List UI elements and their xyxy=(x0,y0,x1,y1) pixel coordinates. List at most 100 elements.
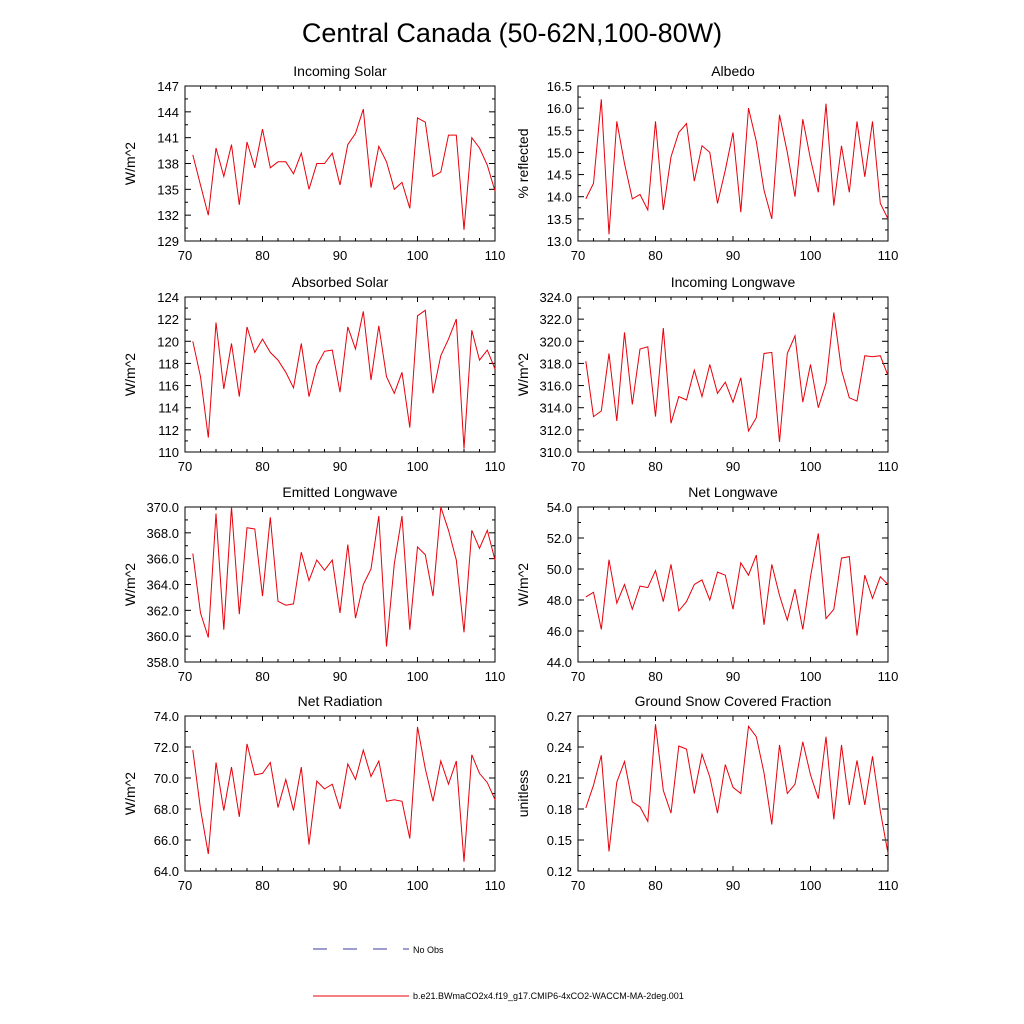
model-legend-label: b.e21.BWmaCO2x4.f19_g17.CMIP6-4xCO2-WACC… xyxy=(413,991,684,1001)
y-axis-label: W/m^2 xyxy=(122,563,138,606)
panels: Incoming Solar W/m^2 70 80 90 100 110 129 132 135… xyxy=(122,63,898,893)
y-tick-label: 70.0 xyxy=(154,771,179,786)
y-tick-label: 366.0 xyxy=(146,552,179,567)
y-tick-label: 122 xyxy=(157,312,179,327)
x-tick-label: 110 xyxy=(485,248,506,263)
x-tick-label: 110 xyxy=(878,878,899,893)
plot-frame xyxy=(184,296,496,453)
panel-net-longwave: Net Longwave W/m^2 70 80 90 100 110 44.0 46.0 48.… xyxy=(515,484,898,684)
y-tick-label: 141 xyxy=(157,131,179,146)
panel-absorbed-solar: Absorbed Solar W/m^2 70 80 90 100 110 110 112 114… xyxy=(122,274,505,474)
x-tick-label: 100 xyxy=(800,878,822,893)
series-line-net-longwave xyxy=(585,533,889,636)
y-tick-label: 15.5 xyxy=(547,123,572,138)
y-tick-label: 46.0 xyxy=(547,624,572,639)
y-tick-label: 318.0 xyxy=(539,356,572,371)
y-tick-label: 74.0 xyxy=(154,709,179,724)
x-tick-label: 90 xyxy=(333,248,347,263)
y-tick-label: 0.27 xyxy=(547,709,572,724)
panel-emitted-longwave: Emitted Longwave W/m^2 70 80 90 100 110 358.0 36… xyxy=(122,484,505,684)
y-tick-label: 13.5 xyxy=(547,212,572,227)
y-tick-label: 72.0 xyxy=(154,740,179,755)
y-axis-label: W/m^2 xyxy=(122,353,138,396)
y-tick-label: 362.0 xyxy=(146,603,179,618)
y-axis-label: W/m^2 xyxy=(122,142,138,185)
panel-title: Incoming Longwave xyxy=(671,274,796,290)
x-tick-label: 80 xyxy=(648,459,662,474)
plot-frame xyxy=(577,715,889,872)
x-tick-label: 90 xyxy=(726,459,740,474)
y-tick-label: 320.0 xyxy=(539,334,572,349)
series-line-incoming-solar xyxy=(192,109,496,230)
y-tick-label: 316.0 xyxy=(539,379,572,394)
y-tick-label: 66.0 xyxy=(154,833,179,848)
series-line-albedo xyxy=(585,99,889,235)
y-tick-label: 124 xyxy=(157,290,179,305)
y-tick-label: 322.0 xyxy=(539,312,572,327)
panel-title: Net Radiation xyxy=(298,693,383,709)
x-tick-label: 100 xyxy=(800,459,822,474)
panel-title: Emitted Longwave xyxy=(282,484,397,500)
x-tick-label: 110 xyxy=(878,248,899,263)
panel-net-radiation: Net Radiation W/m^2 70 80 90 100 110 64.0 66.0 68… xyxy=(122,693,505,893)
y-tick-label: 314.0 xyxy=(539,401,572,416)
y-tick-label: 324.0 xyxy=(539,290,572,305)
x-tick-label: 80 xyxy=(255,878,269,893)
x-tick-label: 90 xyxy=(333,878,347,893)
series-line-emitted-longwave xyxy=(192,506,496,647)
plot-frame xyxy=(184,85,496,242)
y-axis-label: W/m^2 xyxy=(122,772,138,815)
panel-incoming-longwave: Incoming Longwave W/m^2 70 80 90 100 110 310.0 3… xyxy=(515,274,898,474)
y-tick-label: 48.0 xyxy=(547,593,572,608)
x-tick-label: 90 xyxy=(726,669,740,684)
panel-ground-snow-covered-fraction: Ground Snow Covered Fraction unitless 70 80… xyxy=(515,693,898,893)
y-tick-label: 110 xyxy=(158,445,179,460)
panel-title: Incoming Solar xyxy=(293,63,387,79)
y-tick-label: 44.0 xyxy=(547,655,572,670)
no-obs-legend-label: No Obs xyxy=(413,945,444,955)
y-axis-label: unitless xyxy=(515,770,531,817)
y-tick-label: 120 xyxy=(157,334,179,349)
x-tick-label: 100 xyxy=(407,459,429,474)
x-tick-label: 110 xyxy=(485,459,506,474)
x-tick-label: 110 xyxy=(878,459,899,474)
panel-title: Net Longwave xyxy=(688,484,778,500)
x-tick-label: 70 xyxy=(178,669,192,684)
x-tick-label: 80 xyxy=(255,248,269,263)
x-tick-label: 100 xyxy=(800,669,822,684)
x-tick-label: 80 xyxy=(648,669,662,684)
y-tick-label: 364.0 xyxy=(146,578,179,593)
y-tick-label: 360.0 xyxy=(146,629,179,644)
x-tick-label: 100 xyxy=(407,878,429,893)
panel-title: Absorbed Solar xyxy=(292,274,389,290)
y-tick-label: 118 xyxy=(158,356,179,371)
y-tick-label: 50.0 xyxy=(547,562,572,577)
panel-incoming-solar: Incoming Solar W/m^2 70 80 90 100 110 129 132 135… xyxy=(122,63,505,263)
x-tick-label: 90 xyxy=(333,669,347,684)
x-tick-label: 80 xyxy=(255,669,269,684)
y-tick-label: 68.0 xyxy=(154,802,179,817)
x-tick-label: 70 xyxy=(178,878,192,893)
y-axis-label: W/m^2 xyxy=(515,353,531,396)
x-tick-label: 100 xyxy=(407,669,429,684)
panel-title: Albedo xyxy=(711,63,755,79)
y-axis-label: % reflected xyxy=(515,128,531,198)
y-tick-label: 16.5 xyxy=(547,79,572,94)
panel-title: Ground Snow Covered Fraction xyxy=(635,693,832,709)
y-tick-label: 114 xyxy=(158,401,179,416)
x-tick-label: 80 xyxy=(648,248,662,263)
x-tick-label: 70 xyxy=(571,459,585,474)
y-tick-label: 116 xyxy=(158,379,179,394)
y-tick-label: 0.15 xyxy=(547,833,572,848)
y-tick-label: 370.0 xyxy=(146,500,179,515)
plot-frame xyxy=(184,715,496,872)
y-tick-label: 368.0 xyxy=(146,526,179,541)
y-tick-label: 52.0 xyxy=(547,531,572,546)
series-line-incoming-longwave xyxy=(585,312,889,443)
x-tick-label: 100 xyxy=(407,248,429,263)
x-tick-label: 70 xyxy=(571,878,585,893)
x-tick-label: 110 xyxy=(485,669,506,684)
x-tick-label: 70 xyxy=(178,248,192,263)
y-tick-label: 13.0 xyxy=(547,234,572,249)
